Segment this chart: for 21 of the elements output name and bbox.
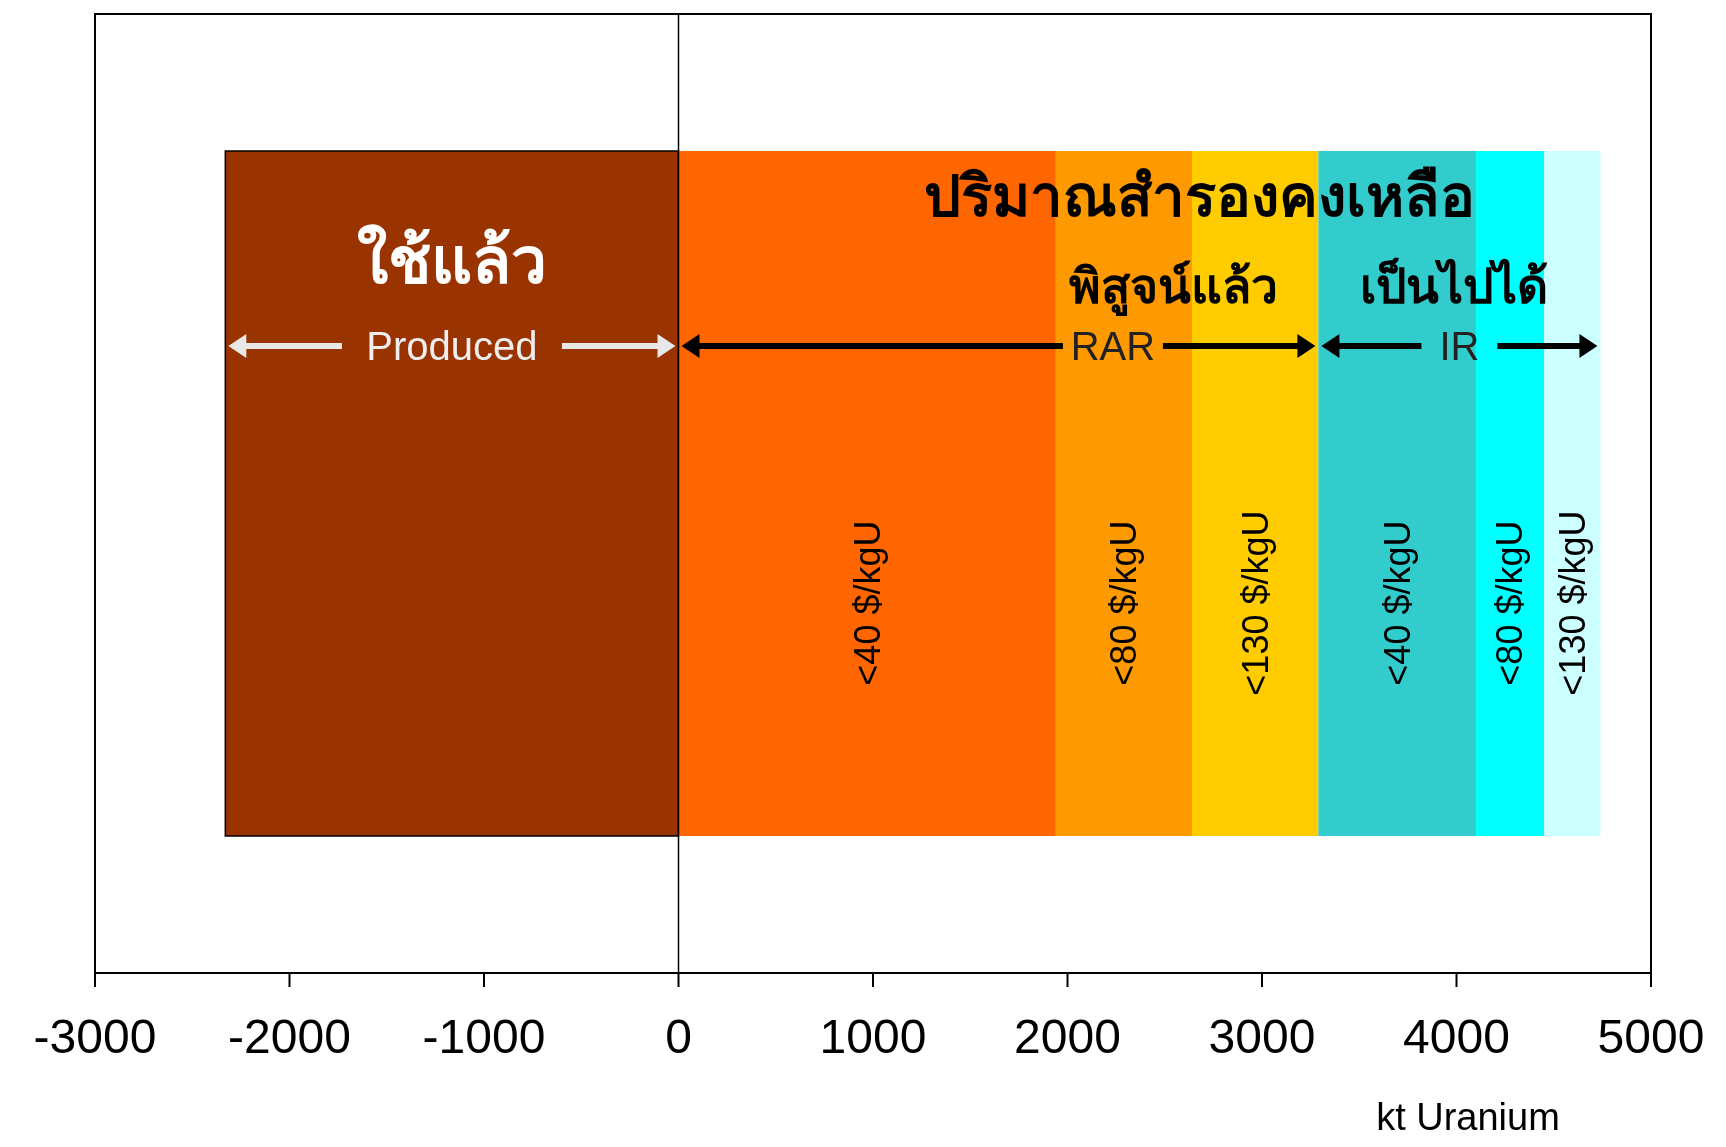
- x-tick-label: 1000: [819, 1010, 927, 1063]
- x-tick-label: 5000: [1597, 1010, 1705, 1063]
- series-label: <80 $/kgU: [1103, 520, 1145, 686]
- annotation: IR: [1439, 324, 1480, 368]
- x-tick-label: 4000: [1403, 1010, 1510, 1063]
- x-tick-label: -2000: [228, 1010, 351, 1063]
- series-label: <40 $/kgU: [1376, 520, 1418, 686]
- x-tick-label: 2000: [1014, 1010, 1121, 1063]
- annotation: พิสูจน์แล้ว: [1068, 258, 1278, 317]
- x-tick-label: 3000: [1208, 1010, 1316, 1063]
- annotation: RAR: [1070, 324, 1156, 368]
- annotation: Produced: [366, 324, 538, 368]
- x-tick-label: -3000: [33, 1010, 157, 1063]
- series-label: <130 $/kgU: [1234, 510, 1276, 696]
- x-axis-title: kt Uranium: [1376, 1096, 1560, 1138]
- series-label: <130 $/kgU: [1551, 510, 1593, 696]
- series-label: <40 $/kgU: [846, 520, 888, 686]
- series-label: <80 $/kgU: [1489, 520, 1531, 686]
- annotation: ใช้แล้ว: [356, 224, 547, 298]
- x-tick-label: 0: [665, 1010, 692, 1063]
- x-tick-label: -1000: [422, 1010, 546, 1063]
